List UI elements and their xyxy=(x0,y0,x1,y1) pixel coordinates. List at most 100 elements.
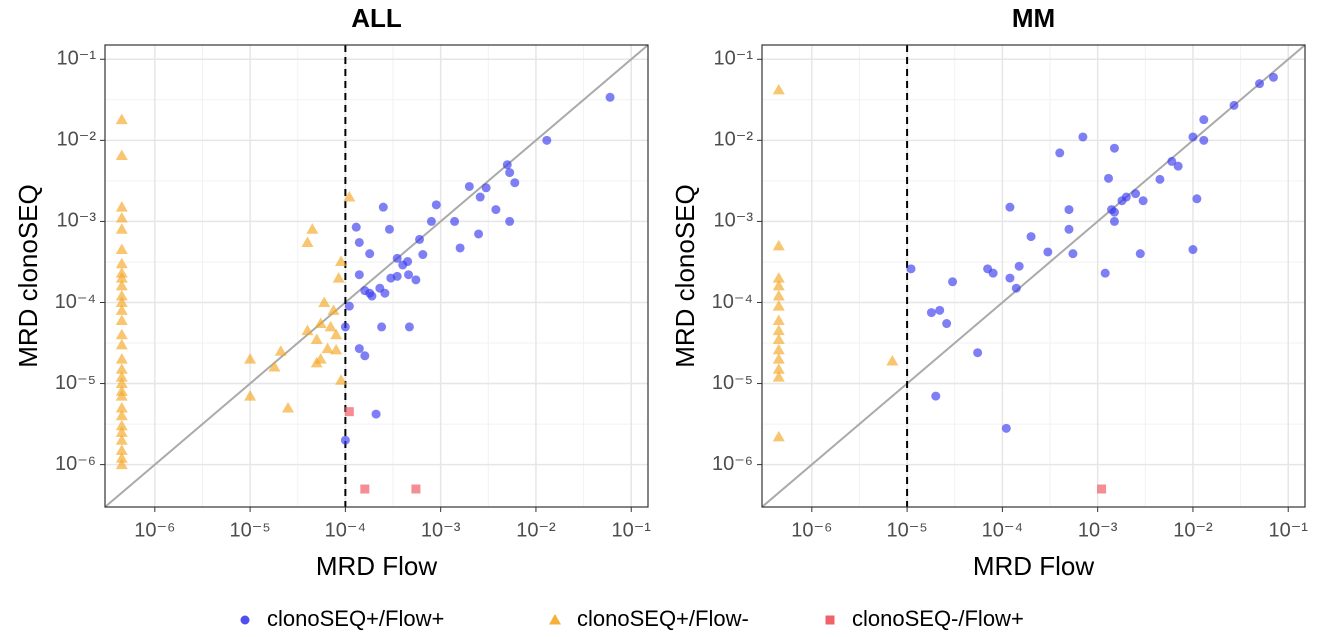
point xyxy=(335,374,348,385)
point xyxy=(973,348,983,358)
point xyxy=(301,324,314,336)
point xyxy=(772,353,785,364)
point xyxy=(931,391,941,401)
x-tick-label: 10⁻⁴ xyxy=(982,519,1023,541)
point xyxy=(115,444,128,455)
point xyxy=(772,430,785,442)
point xyxy=(332,272,345,283)
point xyxy=(772,324,785,336)
y-tick-label: 10⁻⁶ xyxy=(712,453,753,475)
point xyxy=(360,484,370,494)
point xyxy=(418,250,428,260)
point xyxy=(1043,247,1053,257)
identity-line xyxy=(104,44,649,508)
point xyxy=(502,160,512,170)
x-axis-label: MRD Flow xyxy=(973,551,1095,581)
x-tick-label: 10⁻² xyxy=(516,519,556,541)
point xyxy=(1192,194,1202,204)
point xyxy=(274,345,287,356)
point xyxy=(772,239,785,251)
x-tick-label: 10⁻³ xyxy=(421,519,461,541)
point xyxy=(327,304,340,315)
point xyxy=(380,288,390,298)
point xyxy=(244,390,257,401)
point xyxy=(268,360,281,372)
point xyxy=(772,371,785,382)
point xyxy=(1005,273,1015,283)
y-tick-label: 10⁻³ xyxy=(714,210,754,232)
point xyxy=(282,401,295,413)
point xyxy=(1255,79,1265,89)
point xyxy=(351,222,361,232)
point xyxy=(772,363,785,374)
point xyxy=(115,426,128,437)
x-tick-label: 10⁻¹ xyxy=(611,519,651,541)
point xyxy=(115,243,128,255)
point xyxy=(542,135,552,145)
point xyxy=(115,314,128,325)
point xyxy=(324,320,337,332)
point xyxy=(772,300,785,311)
legend-marker xyxy=(825,615,835,625)
y-tick-label: 10⁻⁴ xyxy=(55,291,96,313)
y-tick-label: 10⁻⁴ xyxy=(712,291,753,313)
point xyxy=(115,328,128,340)
point xyxy=(115,149,128,161)
y-tick-label: 10⁻⁵ xyxy=(55,372,96,394)
point xyxy=(115,279,128,291)
point xyxy=(1064,224,1074,234)
panel: MM 10⁻⁶ 10⁻⁵ 10⁻⁴ 10⁻³ 10⁻² 10⁻¹ 10⁻⁶ 10⁻⁵ 10⁻⁴ 10… xyxy=(670,3,1308,581)
x-tick-label: 10⁻⁴ xyxy=(325,519,366,541)
point xyxy=(411,275,421,285)
point xyxy=(935,305,945,315)
point xyxy=(301,236,314,247)
point xyxy=(1109,207,1119,217)
point xyxy=(1268,72,1278,82)
point xyxy=(431,200,441,210)
point xyxy=(115,371,128,382)
point xyxy=(392,253,402,263)
point xyxy=(115,223,128,234)
point xyxy=(1055,148,1065,158)
point xyxy=(772,290,785,301)
point xyxy=(115,290,128,301)
chart-title: ALL xyxy=(351,3,402,33)
point xyxy=(343,191,356,202)
point xyxy=(378,202,388,212)
point xyxy=(983,264,993,274)
point xyxy=(354,270,364,280)
point xyxy=(1005,202,1015,212)
point xyxy=(1078,132,1088,142)
point xyxy=(244,353,257,364)
point xyxy=(886,354,899,366)
point xyxy=(318,296,331,307)
point xyxy=(1188,245,1198,255)
point xyxy=(1155,174,1165,184)
point xyxy=(411,484,421,494)
point xyxy=(772,333,785,344)
point xyxy=(115,201,128,212)
point xyxy=(1138,196,1148,206)
point xyxy=(384,224,394,234)
point xyxy=(1173,161,1183,171)
chart-title: MM xyxy=(1012,3,1055,33)
point xyxy=(474,229,484,239)
point xyxy=(450,216,460,226)
point xyxy=(1001,423,1011,433)
y-tick-label: 10⁻⁵ xyxy=(712,372,753,394)
point xyxy=(505,216,515,226)
point xyxy=(115,377,128,389)
point xyxy=(772,272,785,283)
point xyxy=(115,401,128,413)
point xyxy=(115,272,128,283)
point xyxy=(115,363,128,374)
point xyxy=(475,192,485,202)
y-axis-label: MRD clonoSEQ xyxy=(670,184,700,368)
x-tick-label: 10⁻³ xyxy=(1078,519,1118,541)
point xyxy=(310,356,323,368)
point xyxy=(404,322,414,332)
point xyxy=(1064,205,1074,215)
y-tick-label: 10⁻⁶ xyxy=(55,453,96,475)
point xyxy=(1167,156,1177,166)
